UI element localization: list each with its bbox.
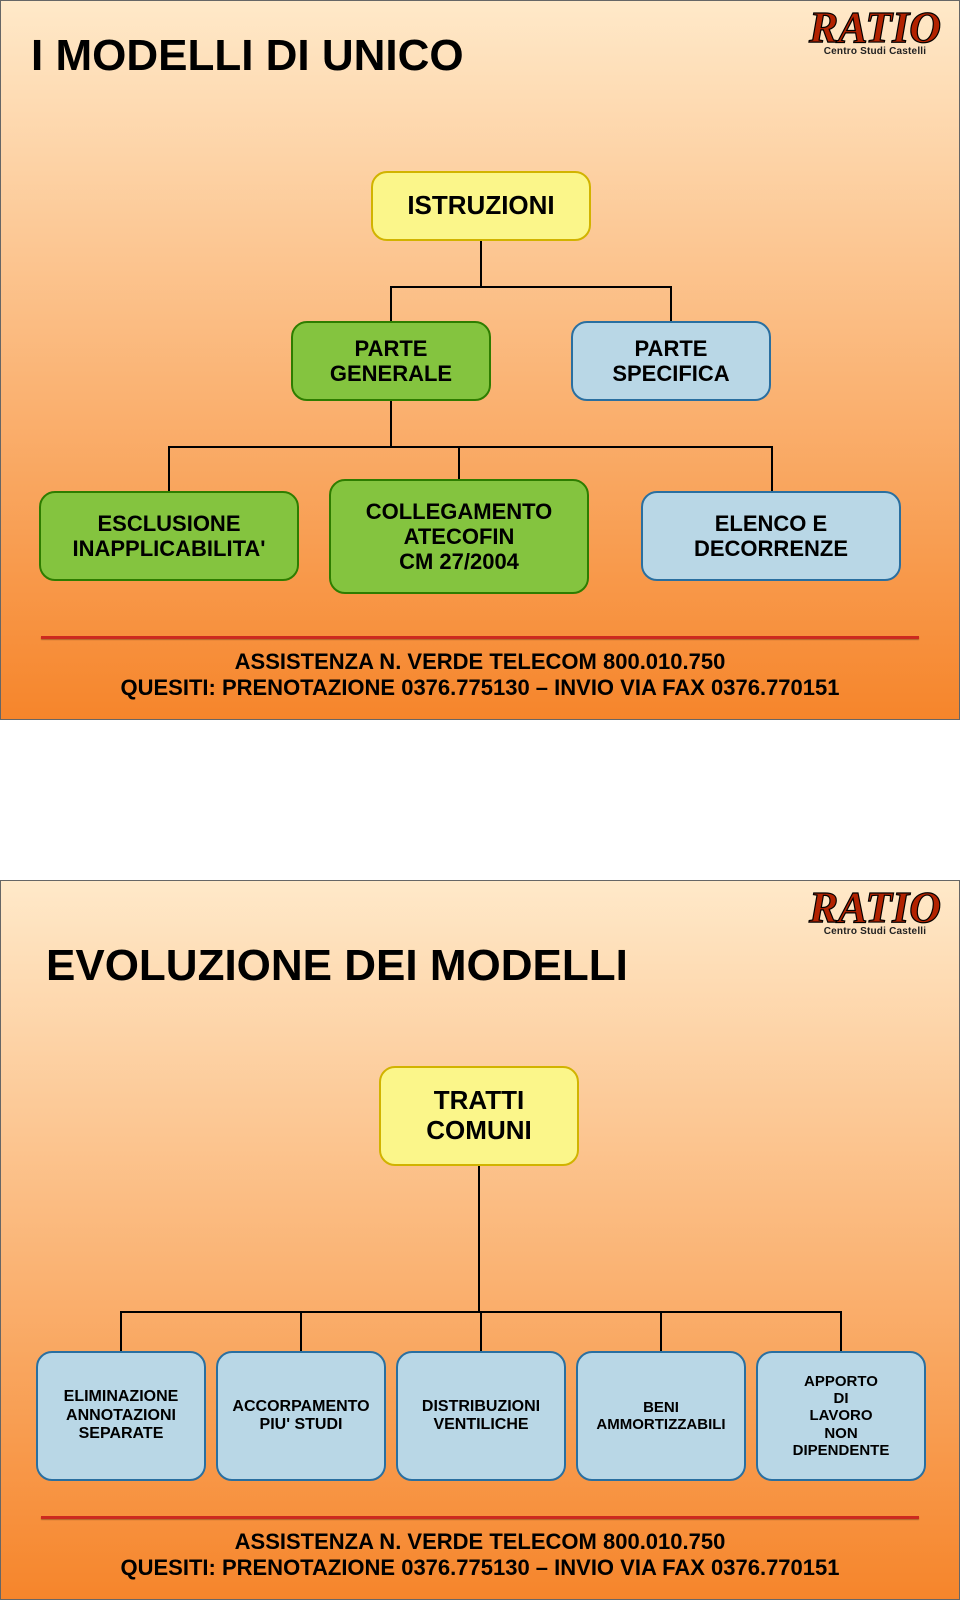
ratio-logo: RATIO Centro Studi Castelli (809, 889, 941, 937)
footer-line2: QUESITI: PRENOTAZIONE 0376.775130 – INVI… (1, 675, 959, 701)
slide2-title: EVOLUZIONE DEI MODELLI (46, 941, 628, 991)
slide-modelli-unico: RATIO Centro Studi Castelli I MODELLI DI… (0, 0, 960, 720)
footer-line2: QUESITI: PRENOTAZIONE 0376.775130 – INVI… (1, 1555, 959, 1581)
diagram-node: BENI AMMORTIZZABILI (576, 1351, 746, 1481)
diagram-node: ESCLUSIONE INAPPLICABILITA' (39, 491, 299, 581)
connector (478, 1166, 480, 1311)
diagram-node: ACCORPAMENTO PIU' STUDI (216, 1351, 386, 1481)
diagram-node: ELIMINAZIONE ANNOTAZIONI SEPARATE (36, 1351, 206, 1481)
diagram-node: PARTE SPECIFICA (571, 321, 771, 401)
connector (120, 1311, 122, 1351)
connector (771, 446, 773, 491)
connector (390, 401, 392, 446)
logo-text: RATIO (809, 889, 941, 926)
diagram-node: PARTE GENERALE (291, 321, 491, 401)
connector (840, 1311, 842, 1351)
connector (390, 286, 392, 321)
slide-evoluzione-modelli: RATIO Centro Studi Castelli EVOLUZIONE D… (0, 880, 960, 1600)
connector (480, 1311, 482, 1351)
slide-gap (0, 720, 960, 880)
connector (168, 446, 170, 491)
slide1-footer: ASSISTENZA N. VERDE TELECOM 800.010.750 … (1, 649, 959, 701)
ratio-logo: RATIO Centro Studi Castelli (809, 9, 941, 57)
connector (670, 286, 672, 321)
divider (41, 1516, 919, 1519)
diagram-node: ISTRUZIONI (371, 171, 591, 241)
connector (458, 446, 460, 479)
footer-line1: ASSISTENZA N. VERDE TELECOM 800.010.750 (1, 649, 959, 675)
connector (168, 446, 773, 448)
footer-line1: ASSISTENZA N. VERDE TELECOM 800.010.750 (1, 1529, 959, 1555)
diagram-node: ELENCO E DECORRENZE (641, 491, 901, 581)
diagram-node: COLLEGAMENTO ATECOFIN CM 27/2004 (329, 479, 589, 594)
connector (480, 241, 482, 286)
logo-subtitle: Centro Studi Castelli (809, 926, 941, 937)
divider (41, 636, 919, 639)
connector (300, 1311, 302, 1351)
diagram-node: TRATTI COMUNI (379, 1066, 579, 1166)
slide2-footer: ASSISTENZA N. VERDE TELECOM 800.010.750 … (1, 1529, 959, 1581)
slide1-title: I MODELLI DI UNICO (31, 31, 464, 81)
diagram-node: DISTRIBUZIONI VENTILICHE (396, 1351, 566, 1481)
logo-subtitle: Centro Studi Castelli (809, 46, 941, 57)
connector (660, 1311, 662, 1351)
logo-text: RATIO (809, 9, 941, 46)
diagram-node: APPORTO DI LAVORO NON DIPENDENTE (756, 1351, 926, 1481)
connector (390, 286, 672, 288)
